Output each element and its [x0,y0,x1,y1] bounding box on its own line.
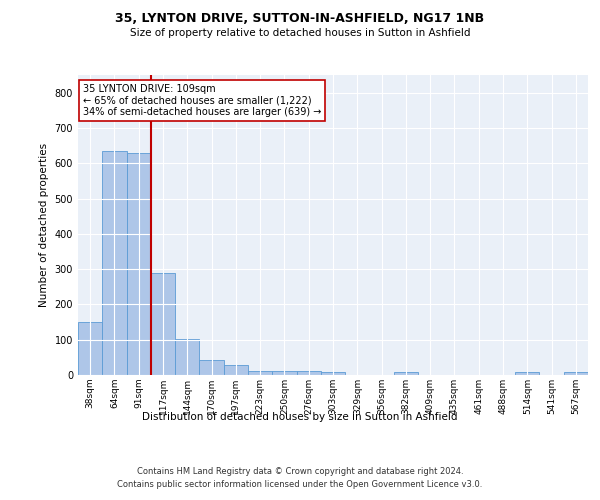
Bar [296,372,321,375]
Bar [199,360,224,375]
Bar [394,372,418,375]
Bar [78,322,102,375]
Bar [564,372,588,375]
Bar [224,365,248,375]
Text: Distribution of detached houses by size in Sutton in Ashfield: Distribution of detached houses by size … [142,412,458,422]
Text: Size of property relative to detached houses in Sutton in Ashfield: Size of property relative to detached ho… [130,28,470,38]
Bar [272,371,296,375]
Y-axis label: Number of detached properties: Number of detached properties [39,143,49,307]
Bar [248,371,272,375]
Bar [321,372,345,375]
Text: 35 LYNTON DRIVE: 109sqm
← 65% of detached houses are smaller (1,222)
34% of semi: 35 LYNTON DRIVE: 109sqm ← 65% of detache… [83,84,322,117]
Text: Contains HM Land Registry data © Crown copyright and database right 2024.: Contains HM Land Registry data © Crown c… [137,468,463,476]
Bar [515,372,539,375]
Bar [151,272,175,375]
Text: Contains public sector information licensed under the Open Government Licence v3: Contains public sector information licen… [118,480,482,489]
Bar [175,338,199,375]
Bar [102,151,127,375]
Text: 35, LYNTON DRIVE, SUTTON-IN-ASHFIELD, NG17 1NB: 35, LYNTON DRIVE, SUTTON-IN-ASHFIELD, NG… [115,12,485,26]
Bar [127,154,151,375]
